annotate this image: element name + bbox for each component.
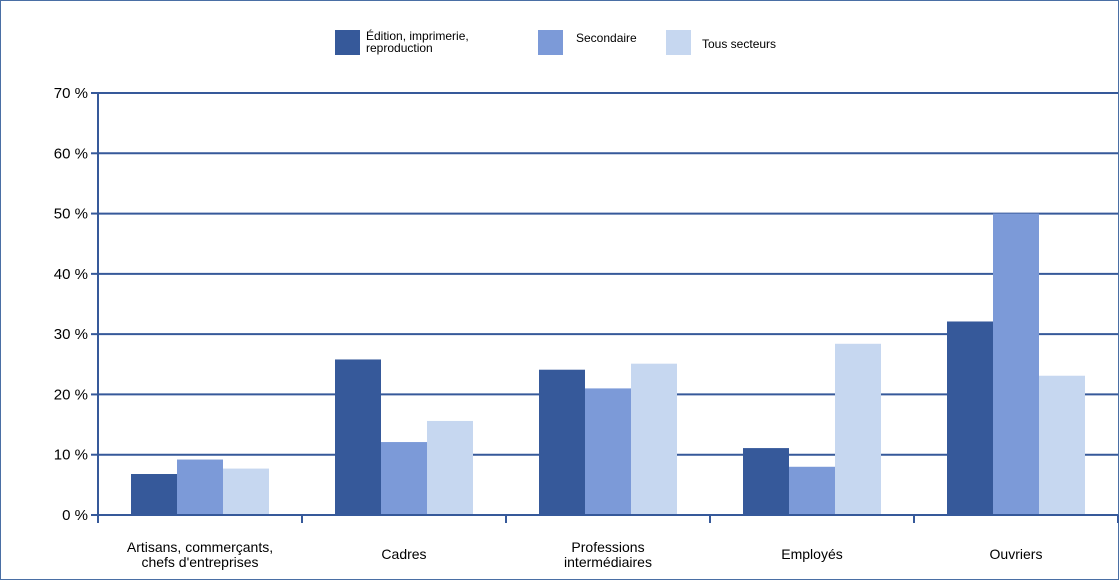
gridlines [98,92,1118,456]
bar-series-1-cat-1 [131,474,177,515]
y-tick-label: 70 % [54,85,88,102]
bar-series-1-cat-3 [539,369,585,515]
x-category-label: Artisans, commerçants, chefs d'entreprise… [127,539,273,570]
bars [131,213,1085,516]
legend: Édition, imprimerie, reproduction Secondai… [335,28,776,55]
x-category-label-line: Professions [571,539,644,555]
x-category-label-line: Ouvriers [990,546,1043,562]
y-tick-label: 40 % [54,266,88,283]
legend-label-2-line: Secondaire [576,31,637,45]
bar-series-1-cat-5 [947,321,993,515]
bar-series-2-cat-3 [585,388,631,515]
x-category-label: Ouvriers [990,546,1043,562]
y-tick-label: 10 % [54,447,88,464]
y-tick-label: 60 % [54,145,88,162]
x-category-label: Professions intermédiaires [564,539,652,570]
legend-label-1-line: Édition, imprimerie, [366,28,469,43]
legend-swatch-3 [666,30,691,55]
legend-label-1: Édition, imprimerie, reproduction [366,28,469,55]
legend-label-1-line: reproduction [366,41,433,55]
bar-series-2-cat-2 [381,442,427,515]
x-category-label-line: Cadres [381,546,426,562]
bar-series-1-cat-4 [743,448,789,515]
bar-series-2-cat-5 [993,213,1039,516]
bar-series-3-cat-5 [1039,375,1085,515]
bar-series-1-cat-2 [335,359,381,515]
x-category-label: Employés [781,546,842,562]
y-tick-label: 50 % [54,206,88,223]
axis-labels: 0 % 10 % 20 % 30 % 40 % 50 % 60 % 70 % Artisans,… [54,85,1043,570]
legend-label-3-line: Tous secteurs [702,37,776,51]
y-tick-label: 30 % [54,326,88,343]
x-category-label-line: Artisans, commerçants, [127,539,273,555]
bar-series-3-cat-3 [631,363,677,515]
y-tick-label: 0 % [62,507,88,524]
bar-series-3-cat-1 [223,468,269,515]
legend-swatch-1 [335,30,360,55]
x-category-label-line: chefs d'entreprises [141,554,258,570]
axes [91,92,1119,523]
bar-series-3-cat-4 [835,343,881,515]
y-tick-label: 20 % [54,386,88,403]
legend-label-2: Secondaire [576,31,637,45]
x-category-label-line: intermédiaires [564,554,652,570]
x-category-label-line: Employés [781,546,842,562]
x-category-label: Cadres [381,546,426,562]
legend-swatch-2 [538,30,563,55]
bar-series-3-cat-2 [427,420,473,515]
bar-series-2-cat-1 [177,459,223,515]
bar-series-2-cat-4 [789,466,835,515]
legend-label-3: Tous secteurs [702,37,776,51]
